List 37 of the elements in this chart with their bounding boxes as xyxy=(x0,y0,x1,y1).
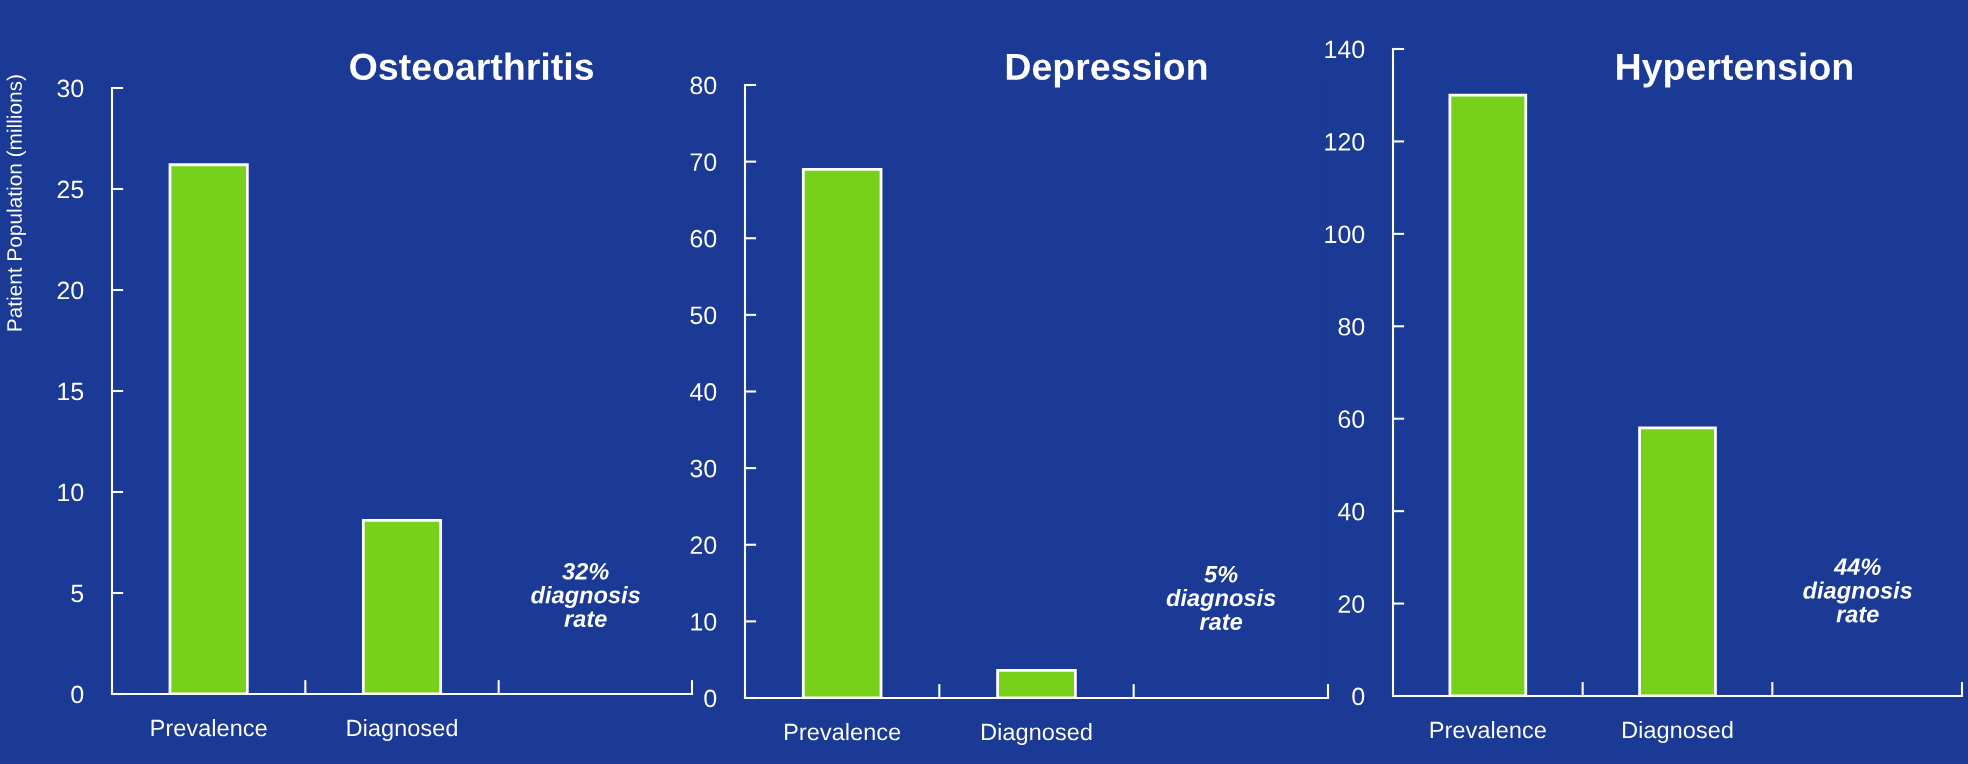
y-tick-label: 30 xyxy=(57,79,84,98)
y-tick-label: 25 xyxy=(57,180,84,199)
y-tick-label: 20 xyxy=(57,281,84,300)
x-tick-label: Diagnosed xyxy=(982,723,1092,746)
y-tick-label: 0 xyxy=(71,685,84,704)
y-tick-label: 0 xyxy=(704,689,717,708)
y-tick-label: 0 xyxy=(1352,687,1365,706)
x-tick-label: Diagnosed xyxy=(1623,721,1733,744)
y-tick-label: 120 xyxy=(1325,133,1365,151)
y-tick-label: 20 xyxy=(1338,595,1365,613)
annotation: 44% diagnosis rate xyxy=(1803,558,1912,623)
y-tick-label: 10 xyxy=(691,612,717,631)
y-tick-label: 40 xyxy=(689,383,717,401)
y-tick-label: 40 xyxy=(1337,502,1365,521)
y-tick-label: 20 xyxy=(690,536,717,555)
y-tick-label: 80 xyxy=(1338,317,1365,336)
y-tick-label: 5 xyxy=(71,584,84,603)
y-tick-label: 10 xyxy=(58,483,84,502)
chart-title: Hypertension xyxy=(1617,52,1852,88)
x-tick-label: Prevalence xyxy=(1430,721,1546,739)
x-tick-label: Diagnosed xyxy=(347,719,457,742)
x-tick-label: Prevalence xyxy=(785,723,901,741)
y-tick-label: 140 xyxy=(1325,40,1365,59)
y-tick-label: 100 xyxy=(1325,225,1365,244)
y-tick-label: 80 xyxy=(690,76,717,95)
y-axis-title: Patient Population (millions) xyxy=(6,75,27,331)
chart-title: Depression xyxy=(1006,52,1207,88)
annotation: 32% diagnosis rate xyxy=(531,562,640,628)
y-tick-label: 50 xyxy=(690,306,717,325)
y-tick-label: 60 xyxy=(1338,410,1365,429)
annotation: 5% diagnosis rate xyxy=(1166,565,1276,630)
y-tick-label: 70 xyxy=(690,153,717,171)
y-tick-label: 30 xyxy=(690,459,717,478)
x-tick-label: Prevalence xyxy=(151,719,267,737)
y-tick-label: 60 xyxy=(690,229,717,248)
y-tick-label: 15 xyxy=(58,382,84,401)
chart-title: Osteoarthritis xyxy=(350,52,594,81)
